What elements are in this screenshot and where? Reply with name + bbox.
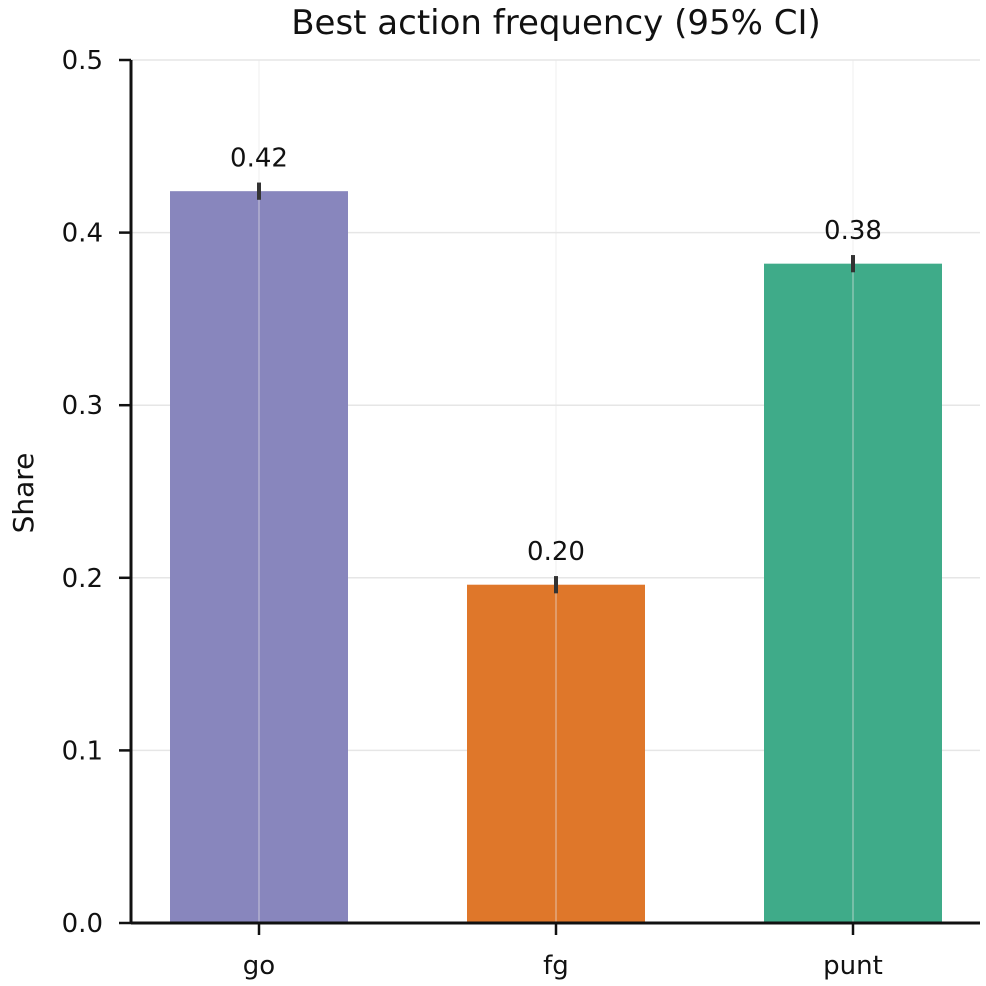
- data-label-punt: 0.38: [824, 216, 882, 246]
- y-tick-label: 0.2: [62, 564, 103, 594]
- error-bar-layer: [257, 182, 855, 594]
- y-tick-label: 0.0: [62, 909, 103, 939]
- y-axis-label: Share: [7, 453, 40, 534]
- data-label-layer: 0.42 0.20 0.38: [230, 144, 882, 568]
- chart-title: Best action frequency (95% CI): [291, 3, 821, 43]
- bar-punt: [764, 263, 942, 924]
- tick-layer: 0.0 0.1 0.2 0.3 0.4 0.5 go fg punt: [62, 46, 883, 981]
- x-tick-label: punt: [823, 951, 883, 981]
- x-tick-label: fg: [543, 951, 569, 981]
- x-tick-label: go: [243, 951, 275, 981]
- y-tick-label: 0.1: [62, 736, 103, 766]
- bar-fg: [467, 584, 645, 923]
- bar-go: [170, 191, 348, 923]
- data-label-go: 0.42: [230, 144, 288, 174]
- y-tick-label: 0.5: [62, 46, 103, 76]
- vertical-grid-layer: [258, 60, 854, 923]
- y-tick-label: 0.3: [62, 391, 103, 421]
- data-label-fg: 0.20: [527, 537, 585, 567]
- bar-layer: [170, 191, 942, 924]
- y-tick-label: 0.4: [62, 219, 103, 249]
